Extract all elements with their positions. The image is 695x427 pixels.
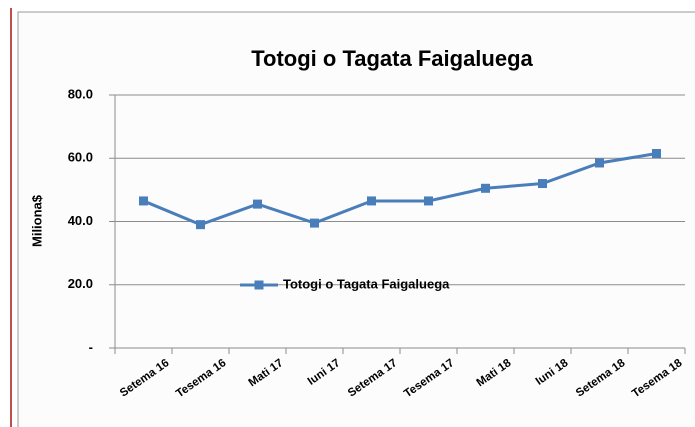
legend-marker bbox=[254, 280, 264, 290]
data-line bbox=[142, 152, 657, 227]
chart-frame bbox=[17, 11, 695, 427]
data-point bbox=[538, 179, 547, 189]
data-point bbox=[481, 183, 490, 193]
data-point bbox=[595, 158, 604, 168]
y-tick-label: 20.0 bbox=[68, 276, 93, 291]
y-tick-label: 40.0 bbox=[68, 213, 93, 228]
y-tick-label: 80.0 bbox=[68, 86, 93, 101]
y-tick-label: - bbox=[89, 339, 93, 354]
data-point bbox=[310, 218, 319, 228]
data-point bbox=[367, 196, 376, 206]
legend-label: Totogi o Tagata Faigaluega bbox=[283, 276, 450, 291]
data-point bbox=[196, 220, 205, 230]
y-axis-label: Miliona$ bbox=[29, 194, 44, 247]
data-point bbox=[139, 196, 148, 206]
y-tick-label: 60.0 bbox=[68, 150, 93, 165]
data-point bbox=[652, 149, 661, 159]
data-point bbox=[424, 196, 433, 206]
chart-title: Totogi o Tagata Faigaluega bbox=[251, 46, 533, 71]
data-point bbox=[253, 199, 262, 209]
